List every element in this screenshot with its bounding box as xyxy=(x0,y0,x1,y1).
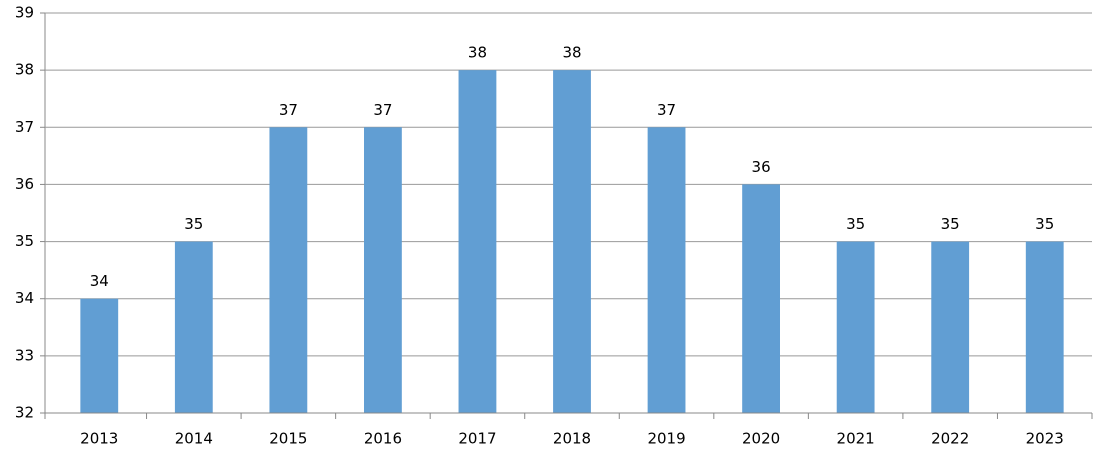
data-label: 38 xyxy=(468,44,487,62)
x-tick-label: 2013 xyxy=(80,430,118,448)
bar xyxy=(364,127,402,414)
x-tick-label: 2020 xyxy=(742,430,780,448)
data-label: 36 xyxy=(752,158,771,176)
bar xyxy=(931,241,970,413)
x-tick-label: 2017 xyxy=(458,430,496,448)
y-tick-label: 34 xyxy=(15,289,34,307)
y-tick-label: 36 xyxy=(15,175,34,193)
bar xyxy=(269,127,308,414)
y-tick-label: 33 xyxy=(15,346,34,364)
x-tick-label: 2015 xyxy=(269,430,307,448)
y-tick-label: 35 xyxy=(15,232,34,250)
data-label: 38 xyxy=(562,44,581,62)
bar xyxy=(174,241,213,413)
x-tick-label: 2022 xyxy=(931,430,969,448)
data-label: 37 xyxy=(373,101,392,119)
data-label: 35 xyxy=(1035,215,1054,233)
y-tick-label: 32 xyxy=(15,404,34,422)
x-tick-label: 2019 xyxy=(647,430,685,448)
bar xyxy=(1025,241,1064,413)
data-label: 37 xyxy=(279,101,298,119)
bar xyxy=(836,241,875,413)
data-label: 35 xyxy=(184,215,203,233)
x-tick-label: 2021 xyxy=(837,430,875,448)
x-tick-label: 2016 xyxy=(364,430,402,448)
x-tick-label: 2014 xyxy=(175,430,213,448)
bar xyxy=(742,184,780,413)
y-tick-label: 37 xyxy=(15,118,34,136)
bar xyxy=(458,70,497,414)
bar xyxy=(553,70,591,414)
x-tick-label: 2023 xyxy=(1026,430,1064,448)
data-label: 37 xyxy=(657,101,676,119)
data-label: 35 xyxy=(846,215,865,233)
y-tick-label: 38 xyxy=(15,61,34,79)
bar xyxy=(647,127,686,414)
data-label: 34 xyxy=(90,272,109,290)
bar xyxy=(80,298,119,413)
y-tick-label: 39 xyxy=(15,4,34,22)
data-label: 35 xyxy=(941,215,960,233)
x-tick-label: 2018 xyxy=(553,430,591,448)
